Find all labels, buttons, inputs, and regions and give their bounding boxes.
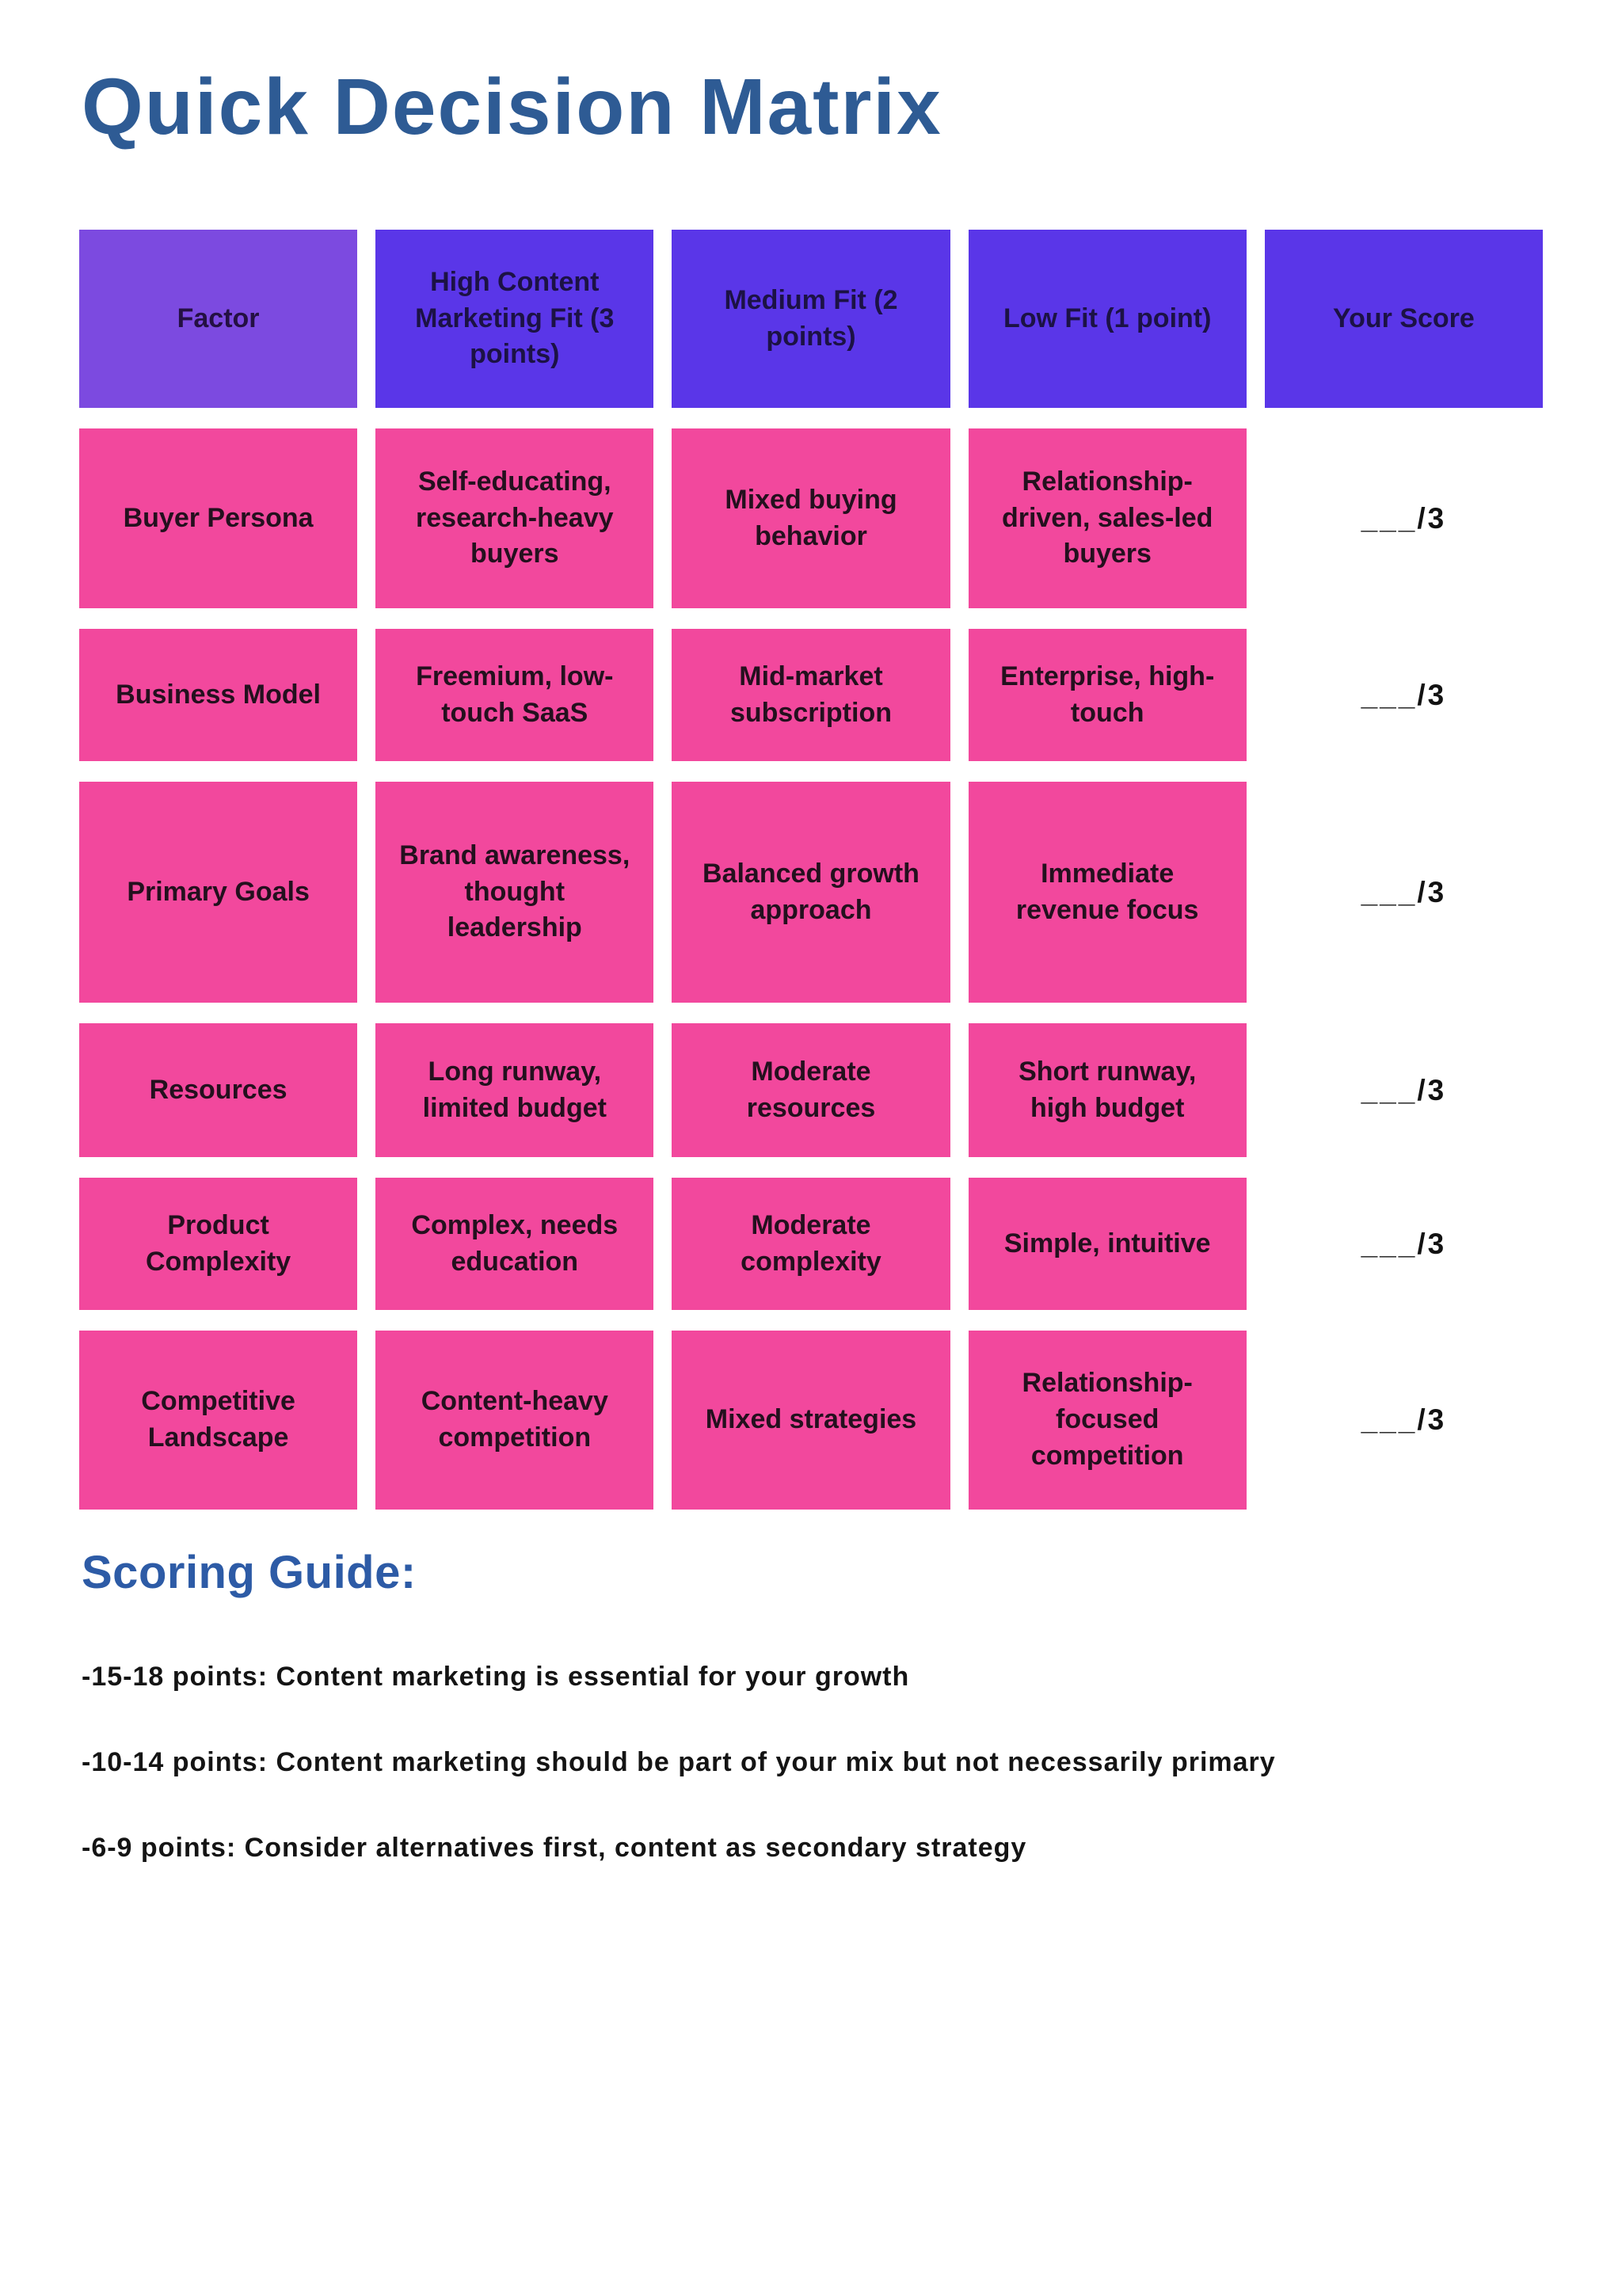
medium-fit-cell: Moderate complexity xyxy=(672,1178,950,1310)
factor-cell: Buyer Persona xyxy=(79,428,358,608)
factor-cell: Competitive Landscape xyxy=(79,1331,358,1510)
medium-fit-cell: Moderate resources xyxy=(672,1023,950,1157)
column-header-medium-fit: Medium Fit (2 points) xyxy=(672,230,950,408)
column-header-factor: Factor xyxy=(79,230,358,408)
factor-cell: Product Complexity xyxy=(79,1178,358,1310)
score-blank: ___/3 xyxy=(1361,678,1447,711)
low-fit-cell: Relationship-driven, sales-led buyers xyxy=(968,428,1247,608)
low-fit-cell: Simple, intuitive xyxy=(968,1178,1247,1310)
low-fit-cell: Immediate revenue focus xyxy=(968,782,1247,1003)
high-fit-cell: Long runway, limited budget xyxy=(375,1023,654,1157)
scoring-guide-section: Scoring Guide: -15-18 points: Content ma… xyxy=(82,1546,1555,1917)
high-fit-cell: Freemium, low-touch SaaS xyxy=(375,629,654,761)
column-header-low-fit: Low Fit (1 point) xyxy=(968,230,1247,408)
decision-matrix-table: Factor High Content Marketing Fit (3 poi… xyxy=(79,230,1543,1510)
page-title: Quick Decision Matrix xyxy=(82,63,942,151)
scoring-guide-item: -15-18 points: Content marketing is esse… xyxy=(82,1662,910,1692)
medium-fit-cell: Mid-market subscription xyxy=(672,629,950,761)
high-fit-cell: Complex, needs education xyxy=(375,1178,654,1310)
scoring-guide-heading: Scoring Guide: xyxy=(82,1547,417,1598)
medium-fit-cell: Balanced growth approach xyxy=(672,782,950,1003)
high-fit-cell: Self-educating, research-heavy buyers xyxy=(375,428,654,608)
scoring-guide-item: -10-14 points: Content marketing should … xyxy=(82,1747,1276,1777)
factor-cell: Business Model xyxy=(79,629,358,761)
score-blank: ___/3 xyxy=(1361,501,1447,535)
medium-fit-cell: Mixed buying behavior xyxy=(672,428,950,608)
factor-cell: Primary Goals xyxy=(79,782,358,1003)
score-blank: ___/3 xyxy=(1361,1227,1447,1260)
high-fit-cell: Content-heavy competition xyxy=(375,1331,654,1510)
score-blank: ___/3 xyxy=(1361,1073,1447,1106)
high-fit-cell: Brand awareness, thought leadership xyxy=(375,782,654,1003)
low-fit-cell: Short runway, high budget xyxy=(968,1023,1247,1157)
factor-cell: Resources xyxy=(79,1023,358,1157)
column-header-high-fit: High Content Marketing Fit (3 points) xyxy=(375,230,654,408)
medium-fit-cell: Mixed strategies xyxy=(672,1331,950,1510)
low-fit-cell: Enterprise, high-touch xyxy=(968,629,1247,761)
score-blank: ___/3 xyxy=(1361,875,1447,908)
column-header-your-score: Your Score xyxy=(1264,230,1543,408)
score-blank: ___/3 xyxy=(1361,1403,1447,1437)
low-fit-cell: Relationship-focused competition xyxy=(968,1331,1247,1510)
scoring-guide-item: -6-9 points: Consider alternatives first… xyxy=(82,1833,1027,1863)
